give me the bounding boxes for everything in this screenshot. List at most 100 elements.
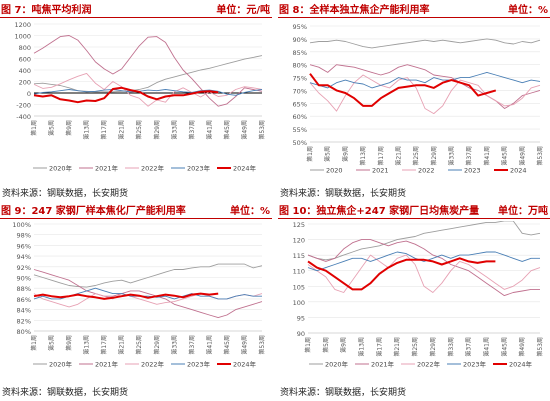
- legend-label: 2020: [326, 167, 343, 175]
- x-tick-label: 第9周: [340, 337, 348, 353]
- x-tick-label: 第45周: [500, 337, 508, 357]
- x-tick-label: 第37周: [465, 337, 473, 357]
- x-tick-label: 第13周: [359, 146, 367, 166]
- series-line-2022: [309, 74, 541, 115]
- x-tick-label: 第53周: [258, 120, 266, 140]
- source-note: 资料来源：钢联数据，长安期货: [280, 388, 407, 398]
- series-line-2022: [33, 72, 263, 107]
- y-tick-label: 98%: [17, 232, 31, 240]
- legend-label: 2021: [372, 167, 389, 175]
- source-note: 资料来源：钢联数据，长安期货: [2, 388, 129, 398]
- chart-svg: 50% 55% 60% 65% 70% 75% 80% 85% 90% 95% 第1周 第5周 第9周 第…: [293, 23, 544, 175]
- x-tick-label: 第25周: [412, 146, 420, 166]
- y-tick-label: 100%: [12, 221, 31, 229]
- x-tick-label: 第17周: [100, 335, 108, 355]
- y-tick-label: 85%: [293, 49, 307, 57]
- x-tick-label: 第37周: [465, 146, 473, 166]
- legend-label: 2024年: [509, 360, 533, 369]
- x-tick-label: 第37周: [188, 335, 196, 355]
- y-tick-label: 80%: [293, 62, 307, 70]
- y-tick-label: 86%: [17, 296, 31, 304]
- legend-label: 2022年: [141, 164, 165, 173]
- series-line-2021: [309, 64, 541, 109]
- x-tick-label: 第17周: [375, 337, 383, 357]
- y-tick-label: 600: [19, 56, 31, 64]
- x-tick-label: 第21周: [393, 337, 401, 357]
- y-tick-label: 84%: [17, 307, 31, 315]
- x-tick-label: 第1周: [304, 337, 312, 353]
- chart-panel-profit: 图 7：吨焦平均利润 单位：元/吨 -400 -200 0 200 400 600 800 1…: [0, 0, 272, 200]
- chart-svg: 90 95 100 105 110 115 120 125 第1周 第5周 第9周 第13周 第17周 第…: [293, 221, 544, 369]
- y-tick-label: 80%: [17, 328, 31, 336]
- series-line-2020: [33, 263, 263, 288]
- x-tick-label: 第17周: [100, 120, 108, 140]
- chart-title: 图 10：独立焦企+247 家钢厂日均焦炭产量: [279, 206, 480, 217]
- x-tick-label: 第49周: [240, 335, 248, 355]
- series-line-2021: [33, 269, 263, 319]
- series-line-2021: [33, 35, 263, 107]
- y-tick-label: 105: [293, 283, 305, 291]
- x-tick-label: 第9周: [341, 146, 349, 162]
- y-tick-label: -400: [16, 113, 31, 121]
- chart-panel-daily-output: 图 10：独立焦企+247 家钢厂日均焦炭产量 单位：万吨 90 95 100 105…: [278, 201, 550, 401]
- x-tick-label: 第49周: [518, 337, 526, 357]
- x-tick-label: 第29周: [153, 120, 161, 140]
- x-tick-label: 第25周: [411, 337, 419, 357]
- x-tick-label: 第25周: [135, 120, 143, 140]
- x-tick-label: 第53周: [258, 335, 266, 355]
- x-tick-label: 第41周: [483, 146, 491, 166]
- x-tick-label: 第33周: [448, 146, 456, 166]
- x-tick-label: 第33周: [447, 337, 455, 357]
- x-tick-label: 第13周: [358, 337, 366, 357]
- x-tick-label: 第1周: [30, 120, 38, 136]
- chart-unit: 单位：%: [229, 206, 270, 217]
- legend-label: 2023年: [463, 360, 487, 369]
- x-tick-label: 第45周: [223, 120, 231, 140]
- x-tick-label: 第49周: [240, 120, 248, 140]
- x-tick-label: 第5周: [322, 337, 330, 353]
- y-tick-label: 95%: [293, 23, 307, 31]
- x-tick-label: 第5周: [48, 120, 56, 136]
- chart-title: 图 8：全样本独立焦企产能利用率: [279, 5, 430, 16]
- x-tick-label: 第13周: [83, 120, 91, 140]
- legend-label: 2024年: [233, 360, 257, 369]
- chart-unit: 单位：元/吨: [216, 5, 270, 16]
- y-tick-label: 96%: [17, 242, 31, 250]
- x-tick-label: 第5周: [48, 335, 56, 351]
- x-tick-label: 第33周: [170, 120, 178, 140]
- legend-label: 2020年: [49, 360, 73, 369]
- y-tick-label: 75%: [293, 75, 307, 83]
- y-tick-label: 94%: [17, 253, 31, 261]
- y-tick-label: 100: [293, 299, 305, 307]
- series-line-2022: [307, 254, 541, 293]
- y-tick-label: 115: [293, 252, 305, 260]
- x-tick-label: 第1周: [30, 335, 38, 351]
- series-line-2023: [307, 251, 540, 272]
- y-tick-label: 88%: [17, 285, 31, 293]
- y-tick-label: 65%: [293, 100, 307, 108]
- x-tick-label: 第21周: [118, 335, 126, 355]
- x-tick-label: 第9周: [65, 335, 73, 351]
- x-tick-label: 第1周: [306, 146, 314, 162]
- legend-label: 2023: [464, 167, 481, 175]
- panel-header: 图 10：独立焦企+247 家钢厂日均焦炭产量 单位：万吨: [278, 201, 550, 219]
- source-note: 资料来源：钢联数据，长安期货: [2, 189, 129, 199]
- series-line-2024: [309, 73, 497, 107]
- legend-label: 2022年: [141, 360, 165, 369]
- chart-panel-capacity-steel: 图 9：247 家钢厂样本焦化厂产能利用率 单位：% 80% 82% 84% 86% 8…: [0, 201, 272, 401]
- y-tick-label: 50%: [293, 139, 307, 147]
- series-line-2020: [307, 221, 541, 261]
- y-tick-label: 55%: [293, 126, 307, 134]
- series-line-2023: [33, 89, 263, 96]
- source-note: 资料来源：钢联数据，长安期货: [280, 189, 407, 199]
- x-tick-label: 第21周: [394, 146, 402, 166]
- y-tick-label: 1200: [14, 21, 31, 29]
- panel-header: 图 9：247 家钢厂样本焦化厂产能利用率 单位：%: [0, 201, 272, 219]
- x-tick-label: 第41周: [482, 337, 490, 357]
- y-tick-label: 82%: [17, 317, 31, 325]
- chart-unit: 单位：%: [507, 5, 548, 16]
- y-tick-label: 400: [19, 67, 31, 75]
- x-tick-label: 第9周: [65, 120, 73, 136]
- series-line-2020: [309, 38, 541, 49]
- y-tick-label: 125: [293, 221, 305, 229]
